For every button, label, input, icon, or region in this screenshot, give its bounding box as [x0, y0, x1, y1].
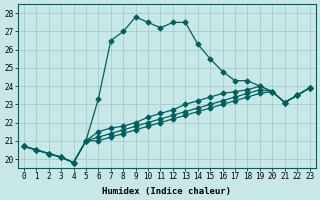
- X-axis label: Humidex (Indice chaleur): Humidex (Indice chaleur): [102, 187, 231, 196]
